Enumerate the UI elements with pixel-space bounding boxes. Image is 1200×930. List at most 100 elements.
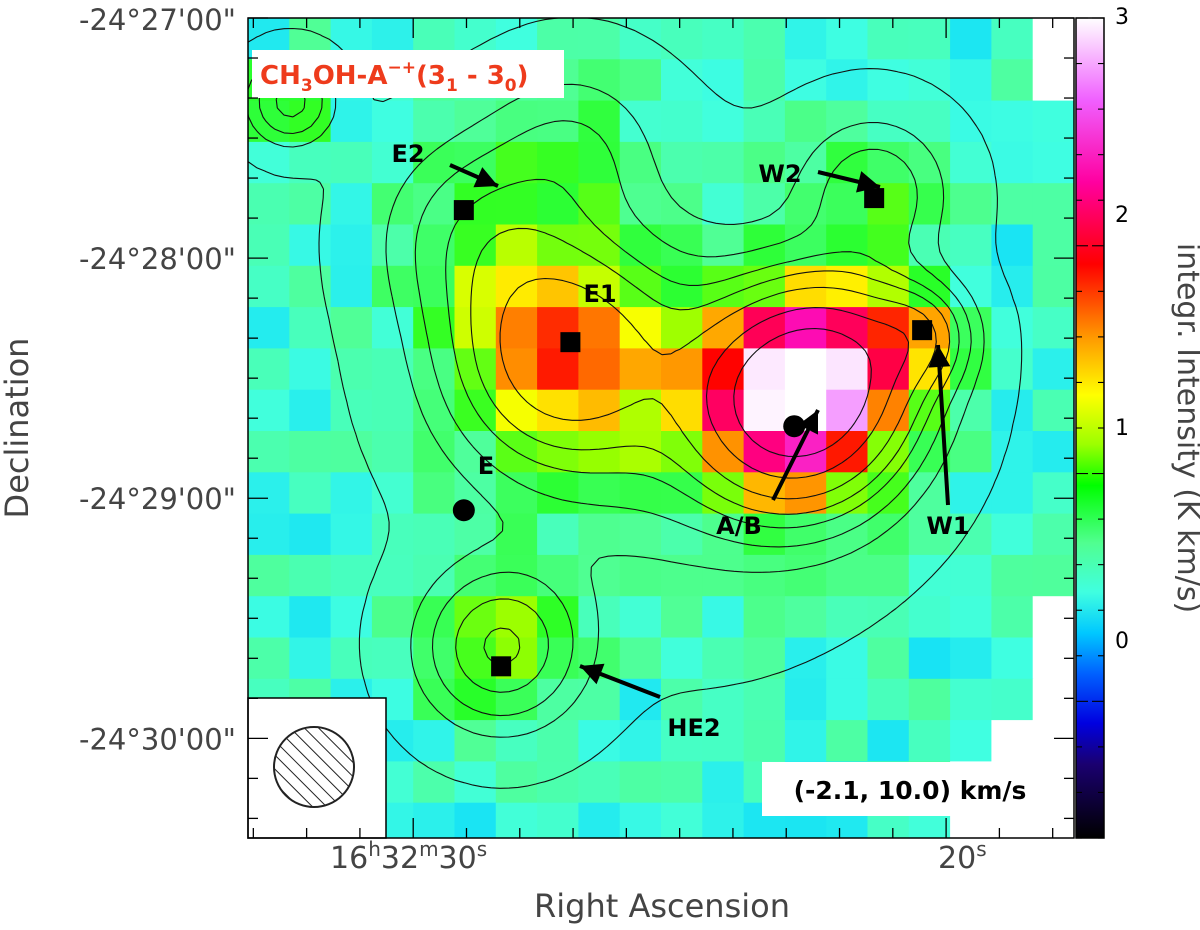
map-pixel <box>330 100 373 143</box>
arrow-shaft <box>936 344 950 506</box>
map-pixel <box>248 265 290 308</box>
map-pixel <box>289 472 332 515</box>
map-pixel <box>578 224 621 267</box>
source-marker-e1 <box>560 332 581 353</box>
map-pixel <box>495 554 538 597</box>
map-pixel <box>537 265 579 308</box>
map-pixel <box>289 265 332 308</box>
map-pixel <box>371 307 414 349</box>
map-pixel <box>371 637 414 680</box>
map-pixel <box>908 554 951 597</box>
map-pixel <box>867 431 910 473</box>
map-pixel <box>537 802 579 838</box>
map-pixel <box>413 513 456 556</box>
map-pixel <box>826 18 869 60</box>
source-label-e: E <box>478 452 494 480</box>
velocity-box: (-2.1, 10.0) km/s <box>762 762 1058 816</box>
map-pixel <box>991 307 1034 349</box>
map-pixel <box>702 637 745 680</box>
map-pixel <box>578 554 621 597</box>
map-pixel <box>413 554 456 597</box>
map-pixel <box>743 554 786 597</box>
map-pixel <box>702 472 745 515</box>
map-pixel <box>454 348 497 391</box>
map-pixel <box>330 183 373 226</box>
map-pixel <box>619 554 662 597</box>
map-pixel <box>950 431 992 473</box>
map-pixel <box>1032 678 1074 721</box>
map-pixel <box>784 596 827 639</box>
map-pixel <box>454 265 497 308</box>
cb-tick-2: 2 <box>1115 203 1129 228</box>
map-pixel <box>784 100 827 143</box>
map-pixel <box>248 348 290 391</box>
map-pixel <box>413 100 456 143</box>
map-pixel <box>743 348 786 391</box>
map-pixel <box>991 720 1034 762</box>
map-pixel <box>826 678 869 721</box>
map-pixel <box>289 431 332 473</box>
map-pixel <box>908 637 951 680</box>
map-pixel <box>289 513 332 556</box>
map-pixel <box>537 141 579 184</box>
map-pixel <box>950 472 992 515</box>
map-pixel <box>330 554 373 597</box>
map-pixel <box>743 678 786 721</box>
map-pixel <box>619 637 662 680</box>
map-pixel <box>784 307 827 349</box>
map-pixel <box>619 431 662 473</box>
map-pixel <box>578 59 621 102</box>
arrow-head <box>798 410 818 435</box>
cb-tick-3: 3 <box>1115 5 1129 30</box>
map-pixel <box>950 183 992 226</box>
map-pixel <box>1032 554 1074 597</box>
beam-inset <box>247 697 387 839</box>
map-pixel <box>950 59 992 102</box>
y-axis-label: Declination <box>0 338 36 519</box>
map-pixel <box>702 100 745 143</box>
map-pixel <box>991 472 1034 515</box>
map-pixel <box>661 348 703 391</box>
map-pixel <box>826 637 869 680</box>
y-tick-label-3: -24°30'00" <box>79 722 236 756</box>
map-pixel <box>248 307 290 349</box>
map-pixel <box>289 389 332 432</box>
map-pixel <box>784 18 827 60</box>
map-pixel <box>991 18 1034 60</box>
map-pixel <box>743 389 786 432</box>
map-pixel <box>1032 389 1074 432</box>
map-pixel <box>702 802 745 838</box>
map-pixel <box>537 678 579 721</box>
map-pixel <box>991 100 1034 143</box>
map-pixel <box>950 348 992 391</box>
map-pixel <box>413 761 456 804</box>
map-pixel <box>784 513 827 556</box>
map-pixel <box>661 18 703 60</box>
map-pixel <box>578 802 621 838</box>
map-pixel <box>908 720 951 762</box>
source-label-e2: E2 <box>391 140 424 168</box>
map-pixel <box>330 472 373 515</box>
map-pixel <box>1032 348 1074 391</box>
contour-level <box>499 277 937 500</box>
map-pixel <box>413 265 456 308</box>
map-pixel <box>743 100 786 143</box>
map-pixel <box>495 141 538 184</box>
map-pixel <box>991 348 1034 391</box>
map-pixel <box>702 720 745 762</box>
map-pixel <box>743 59 786 102</box>
map-pixel <box>454 720 497 762</box>
map-pixel <box>867 472 910 515</box>
map-pixel <box>454 802 497 838</box>
map-pixel <box>950 637 992 680</box>
arrow-head <box>856 171 880 193</box>
map-pixel <box>991 554 1034 597</box>
source-label-he2: HE2 <box>667 714 720 742</box>
map-pixel <box>661 224 703 267</box>
map-pixel <box>661 141 703 184</box>
map-pixel <box>950 513 992 556</box>
map-pixel <box>454 431 497 473</box>
map-pixel <box>413 183 456 226</box>
map-pixel <box>743 224 786 267</box>
map-pixel <box>495 513 538 556</box>
